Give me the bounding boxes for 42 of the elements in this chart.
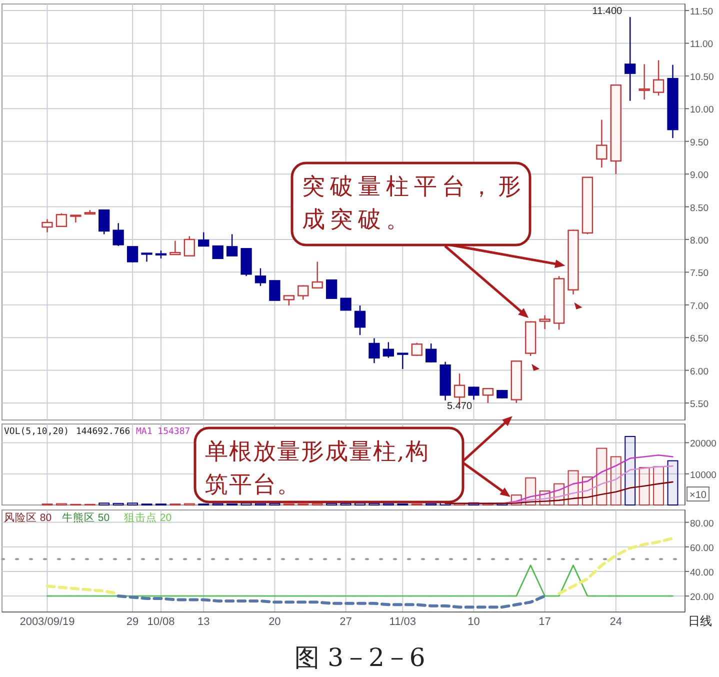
y-tick-label: 10.00	[690, 104, 714, 116]
x-tick-label: 27	[340, 616, 352, 628]
annotation: 11.400	[592, 6, 623, 17]
y-tick-label: 6.50	[690, 334, 708, 345]
annotation: 牛熊区 50	[62, 511, 110, 524]
y-tick-label: 7.50	[690, 268, 708, 280]
y-tick-label: 10.50	[690, 72, 714, 83]
y-tick-label: 20.00	[690, 592, 714, 604]
x-tick-label: 29	[126, 616, 139, 628]
annotation: 单根放量形成量柱,构筑平台。	[205, 439, 430, 498]
annotation: 突破量柱平台，形成突破。	[302, 174, 526, 233]
y-tick-label: 6.00	[690, 366, 708, 378]
y-tick-label: 60.00	[690, 542, 714, 554]
x-tick-label: 10/08	[147, 616, 175, 628]
annotation: 5.470	[447, 400, 472, 412]
y-tick-label: 20000	[690, 438, 716, 450]
annotation: MA1 154387	[136, 427, 190, 437]
annotation: 狙击点 20	[124, 511, 172, 524]
y-tick-label: 80.00	[690, 518, 714, 530]
caption: 图 3－2－6	[294, 643, 426, 672]
x-tick-label: 20	[268, 616, 281, 628]
y-tick-label: 7.00	[690, 300, 708, 312]
y-tick-label: 11.50	[690, 6, 714, 18]
y-tick-label: 11.00	[690, 39, 714, 50]
y-tick-label: 9.50	[690, 137, 708, 148]
y-tick-label: 40.00	[690, 567, 714, 578]
annotation: 风险区 80	[4, 512, 52, 524]
y-tick-label: 8.50	[690, 202, 708, 214]
text: 日线	[688, 614, 712, 628]
annotation: VOL(5,10,20)	[4, 427, 70, 437]
y-tick-label: 5.50	[690, 398, 708, 410]
x-tick-label: 10	[468, 616, 480, 628]
y-tick-label: 8.00	[690, 235, 708, 246]
y-tick-label: 9.00	[690, 170, 708, 182]
annotation: 144692.766	[76, 427, 130, 437]
y-tick-label: 10000	[690, 470, 716, 481]
x-tick-label: 17	[538, 616, 551, 628]
x-tick-label: 24	[610, 616, 622, 628]
x-tick-label: 13	[197, 616, 210, 628]
x-tick-label: 2003/09/19	[20, 616, 75, 628]
x-tick-label: 11/03	[389, 616, 416, 628]
text: ×10	[690, 490, 707, 501]
